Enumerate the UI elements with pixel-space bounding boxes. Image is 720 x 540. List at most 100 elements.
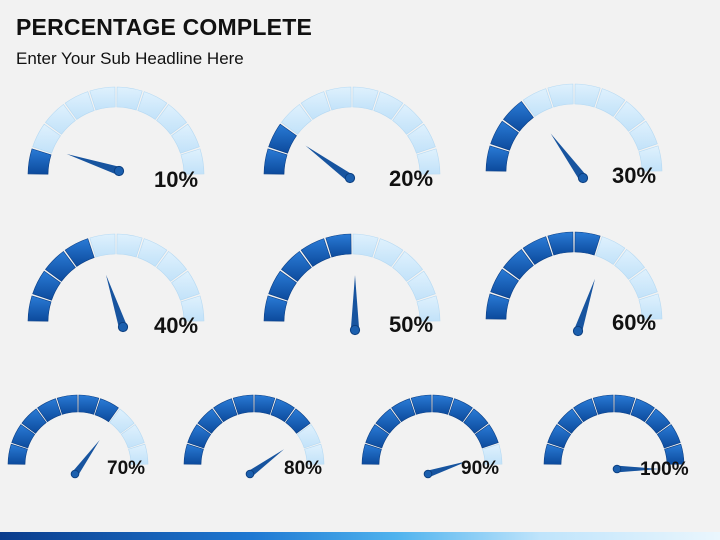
gauge-needle-hub xyxy=(572,325,584,337)
gauge-segment-empty xyxy=(32,123,61,154)
gauge-segment-filled xyxy=(557,408,583,434)
gauge-needle-hub xyxy=(245,469,255,479)
gauge-segment-empty xyxy=(128,443,149,465)
gauge-segment-empty xyxy=(64,91,95,120)
gauge-segment-filled xyxy=(268,123,297,154)
gauge-segment-empty xyxy=(407,123,436,154)
gauge-segment-filled xyxy=(485,293,510,320)
gauge-segment-filled xyxy=(37,398,62,423)
gauge-segment-empty xyxy=(116,86,143,111)
gauge-needle-hub xyxy=(113,165,125,177)
gauge-segment-filled xyxy=(11,424,36,449)
gauge-segment-filled xyxy=(281,251,312,282)
gauge-segment-filled xyxy=(391,398,416,423)
gauge-segment-empty xyxy=(638,293,663,320)
gauge-8: 80% xyxy=(183,394,325,479)
gauge-needle-hub xyxy=(344,172,356,184)
gauge-segment-filled xyxy=(645,408,671,434)
gauge-segment-filled xyxy=(183,443,204,465)
gauge-segment-filled xyxy=(432,394,454,415)
gauge-segment-empty xyxy=(180,295,205,322)
gauge-percent-label: 40% xyxy=(154,313,198,338)
gauge-segment-filled xyxy=(325,233,352,258)
gauge-segment-filled xyxy=(448,398,473,423)
gauge-segment-empty xyxy=(392,104,423,135)
gauge-segment-empty xyxy=(373,91,404,120)
gauge-segment-filled xyxy=(32,270,61,301)
gauge-segment-empty xyxy=(638,145,663,172)
gauge-segment-empty xyxy=(89,86,116,111)
gauge-3: 30% xyxy=(485,83,663,188)
gauge-segment-empty xyxy=(296,424,321,449)
gauge-segment-filled xyxy=(285,408,311,434)
gauge-percent-label: 100% xyxy=(640,459,689,480)
gauge-7: 70% xyxy=(7,394,149,479)
gauge-percent-label: 80% xyxy=(284,458,322,479)
gauge-2: 20% xyxy=(263,86,441,191)
gauge-segment-filled xyxy=(27,148,52,175)
gauge-needle xyxy=(72,440,100,476)
gauge-segment-filled xyxy=(547,231,574,256)
gauge-5: 50% xyxy=(263,233,441,337)
gauge-needle-hub xyxy=(423,469,433,479)
gauge-segment-filled xyxy=(361,443,382,465)
gauge-segment-empty xyxy=(416,295,441,322)
gauge-segment-filled xyxy=(490,120,519,151)
gauge-percent-label: 30% xyxy=(612,163,656,188)
gauge-segment-empty xyxy=(574,83,601,108)
gauge-segment-empty xyxy=(629,120,658,151)
gauge-9: 90% xyxy=(361,394,503,479)
gauge-segment-empty xyxy=(522,88,553,117)
gauge-segment-empty xyxy=(373,238,404,267)
gauge-segment-filled xyxy=(300,238,331,267)
gauge-segment-empty xyxy=(416,148,441,175)
gauge-segment-empty xyxy=(156,251,187,282)
gauge-percent-label: 70% xyxy=(107,458,145,479)
gauge-segment-empty xyxy=(595,236,626,265)
gauge-segment-empty xyxy=(352,86,379,111)
gauge-percent-label: 90% xyxy=(461,458,499,479)
gauge-segment-empty xyxy=(281,104,312,135)
gauge-needle xyxy=(574,278,595,333)
gauge-segment-filled xyxy=(573,398,598,423)
gauge-segment-empty xyxy=(614,249,645,280)
gauge-6: 60% xyxy=(485,231,663,337)
gauge-segment-filled xyxy=(485,145,510,172)
gauge-segment-filled xyxy=(64,238,95,267)
gauge-segment-filled xyxy=(503,101,534,132)
gauge-10: 100% xyxy=(543,394,689,480)
gauge-segment-filled xyxy=(187,424,212,449)
gauge-segment-empty xyxy=(156,104,187,135)
gauge-segment-filled xyxy=(254,394,276,415)
gauge-segment-filled xyxy=(664,443,685,465)
gauge-segment-filled xyxy=(78,394,100,415)
gauge-segment-filled xyxy=(547,424,572,449)
gauge-segment-empty xyxy=(45,104,76,135)
gauge-segment-filled xyxy=(503,249,534,280)
gauge-segment-filled xyxy=(463,408,489,434)
gauge-segment-filled xyxy=(263,295,288,322)
gauge-percent-label: 20% xyxy=(389,166,433,191)
gauge-segment-empty xyxy=(137,91,168,120)
gauge-segment-filled xyxy=(614,394,636,415)
gauge-segment-empty xyxy=(407,270,436,301)
gauge-segment-empty xyxy=(304,443,325,465)
gauge-needle xyxy=(106,274,127,329)
gauge-segment-filled xyxy=(197,408,223,434)
gauge-needle xyxy=(305,145,353,182)
gauge-segment-filled xyxy=(213,398,238,423)
gauge-needle-hub xyxy=(117,321,129,333)
gauge-segment-filled xyxy=(410,394,432,415)
gauge-segment-filled xyxy=(630,398,655,423)
gauge-needle-hub xyxy=(577,172,589,184)
gauge-needle xyxy=(248,449,284,477)
gauge-segment-empty xyxy=(171,270,200,301)
gauge-segment-filled xyxy=(574,231,601,256)
gauge-segment-filled xyxy=(263,148,288,175)
gauge-segment-empty xyxy=(120,424,145,449)
gauge-segment-filled xyxy=(45,251,76,282)
gauge-segment-filled xyxy=(21,408,47,434)
gauge-segment-empty xyxy=(116,233,143,258)
gauge-needle xyxy=(66,154,121,175)
gauge-segment-empty xyxy=(595,88,626,117)
